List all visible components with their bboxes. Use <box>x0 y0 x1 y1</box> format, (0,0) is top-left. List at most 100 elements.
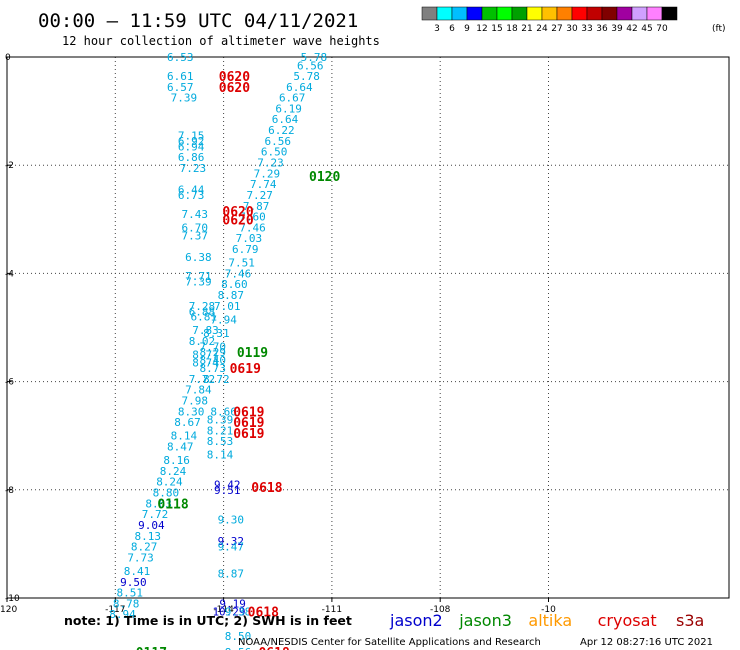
wave-height-point: 7.72 <box>142 508 169 521</box>
wave-height-point: 7.94 <box>210 313 237 326</box>
x-tick-label: -10 <box>541 605 556 615</box>
wave-height-point: 8.53 <box>207 435 234 448</box>
wave-height-point: 8.77 <box>192 349 219 362</box>
colorbar-tick-label: 21 <box>521 24 532 34</box>
wave-height-point: 9.42 <box>214 478 241 491</box>
colorbar-tick-label: 12 <box>476 24 487 34</box>
wave-height-point: 6.73 <box>178 189 205 202</box>
legend-altika: altika <box>528 611 572 630</box>
colorbar-tick-label: 9 <box>464 24 470 34</box>
wave-height-point: 8.60 <box>221 278 248 291</box>
wave-height-point: 6.64 <box>286 81 313 94</box>
wave-height-point: 8.29 <box>200 346 227 359</box>
pass-time-label: 0618 <box>248 606 279 621</box>
wave-height-point: 7.23 <box>180 162 207 175</box>
wave-height-point: 6.86 <box>178 151 205 164</box>
wave-height-point: 8.78 <box>113 597 140 610</box>
wave-height-point: 6.44 <box>178 184 205 197</box>
wave-height-point: 5.78 <box>301 51 328 64</box>
wave-height-point: 6.81 <box>190 311 217 324</box>
wave-height-point: 8.13 <box>135 530 162 543</box>
colorbar-unit: (ft) <box>712 24 726 34</box>
wave-height-point: 8.74 <box>192 357 219 370</box>
wave-height-point: 7.84 <box>185 384 212 397</box>
x-tick-label: -114 <box>213 605 234 615</box>
wave-height-point: 6.94 <box>178 140 205 153</box>
wave-height-point: 6.50 <box>261 146 288 159</box>
colorbar-swatch <box>541 6 558 21</box>
pass-time-label: 0118 <box>157 497 188 512</box>
wave-height-point: 7.60 <box>239 211 266 224</box>
colorbar-tick-label: 39 <box>611 24 623 34</box>
y-tick-label: -6 <box>5 378 14 388</box>
colorbar-swatch <box>466 6 483 21</box>
colorbar-swatch <box>511 6 528 21</box>
wave-height-point: 7.87 <box>243 200 270 213</box>
pass-time-label: 0619 <box>230 362 261 377</box>
wave-height-point: 7.01 <box>214 300 241 313</box>
colorbar-swatch <box>451 6 468 21</box>
wave-height-point: 8.14 <box>171 430 198 443</box>
wave-height-point: 6.64 <box>272 113 299 126</box>
y-tick-label: -2 <box>5 161 14 171</box>
y-tick-label: -4 <box>5 269 14 279</box>
wave-height-point: 9.50 <box>120 576 147 589</box>
colorbar-tick-label: 45 <box>641 24 652 34</box>
wave-height-point: 6.56 <box>297 60 324 73</box>
wave-height-point: 8.94 <box>109 608 136 621</box>
pass-time-label: 0619 <box>233 416 264 431</box>
wave-height-point: 7.46 <box>239 221 266 234</box>
colorbar-tick-label: 15 <box>491 24 502 34</box>
pass-time-label: 0618 <box>251 481 282 496</box>
y-tick-label: 0 <box>5 53 11 63</box>
pass-time-label: 0119 <box>237 346 268 361</box>
x-tick-label: -108 <box>430 605 451 615</box>
pass-time-label: 0120 <box>309 170 340 185</box>
grid-lines <box>7 57 729 598</box>
wave-height-point: 8.40 <box>200 354 227 367</box>
wave-height-point: 8.24 <box>160 465 187 478</box>
footer-timestamp: Apr 12 08:27:16 UTC 2021 <box>580 637 713 648</box>
pass-time-label: 0619 <box>233 427 264 442</box>
wave-height-point: 7.39 <box>171 92 198 105</box>
wave-height-point: 8.80 <box>153 487 180 500</box>
colorbar-swatch <box>601 6 618 21</box>
wave-height-point: 7.23 <box>257 156 284 169</box>
pass-time-label: 0620 <box>222 213 253 228</box>
wave-height-point: 9.47 <box>218 541 245 554</box>
wave-height-point: 8.87 <box>218 568 245 581</box>
colorbar-swatch <box>616 6 633 21</box>
wave-height-point: 7.27 <box>246 189 273 202</box>
wave-height-point: 7.43 <box>181 208 208 221</box>
colorbar-tick-label: 42 <box>626 24 637 34</box>
pass-time-labels: 0620062001200620062001190619061906190619… <box>136 70 341 650</box>
wave-height-point: 8.27 <box>131 541 158 554</box>
wave-height-point: 7.51 <box>228 257 255 270</box>
colorbar-swatch <box>586 6 603 21</box>
colorbar-tick-label: 70 <box>656 24 668 34</box>
wave-height-point: 9.51 <box>214 484 241 497</box>
wave-height-point: 8.14 <box>207 449 234 462</box>
wave-height-point: 7.71 <box>185 270 212 283</box>
wave-height-point: 6.70 <box>181 221 208 234</box>
wave-height-point: 7.03 <box>236 232 263 245</box>
footer-credit: NOAA/NESDIS Center for Satellite Applica… <box>238 637 541 648</box>
wave-height-point: 8.67 <box>174 416 201 429</box>
wave-height-point: 7.74 <box>250 178 277 191</box>
colorbar-tick-label: 30 <box>566 24 578 34</box>
wave-height-point: 8.87 <box>218 289 245 302</box>
colorbar-tick-label: 24 <box>536 24 548 34</box>
colorbar-swatch <box>526 6 543 21</box>
colorbar: 3 6 9 12 15 18 21 24 27 30 33 36 39 42 45 70 <box>421 6 678 34</box>
colorbar-tick-label: 33 <box>581 24 592 34</box>
chart-subtitle: 12 hour collection of altimeter wave hei… <box>62 34 380 48</box>
wave-height-point: 8.56 <box>225 646 252 650</box>
wave-height-point: 9.38 <box>225 606 252 619</box>
wave-height-point: 5.78 <box>293 70 320 83</box>
pass-time-label: 0117 <box>136 646 167 650</box>
colorbar-tick-label: 18 <box>506 24 518 34</box>
colorbar-swatch <box>436 6 453 21</box>
wave-height-point: 8.72 <box>203 373 230 386</box>
colorbar-swatch <box>631 6 648 21</box>
colorbar-tick-label: 3 <box>434 24 440 34</box>
